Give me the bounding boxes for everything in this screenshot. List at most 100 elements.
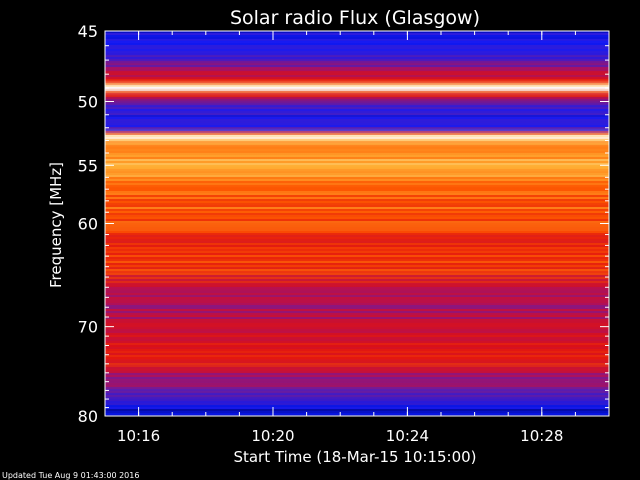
spectrogram-row bbox=[105, 149, 609, 151]
spectrogram-row bbox=[105, 201, 609, 203]
spectrogram-row bbox=[105, 101, 609, 103]
spectrogram-row bbox=[105, 413, 609, 415]
spectrogram-row bbox=[105, 119, 609, 121]
spectrogram-row bbox=[105, 407, 609, 409]
spectrogram-row bbox=[105, 281, 609, 283]
spectrogram-row bbox=[105, 405, 609, 407]
spectrogram-row bbox=[105, 121, 609, 123]
spectrogram-row bbox=[105, 253, 609, 255]
spectrogram-row bbox=[105, 207, 609, 209]
spectrogram-row bbox=[105, 159, 609, 161]
spectrogram-row bbox=[105, 377, 609, 379]
spectrogram-row bbox=[105, 343, 609, 345]
spectrogram-row bbox=[105, 309, 609, 311]
spectrogram-row bbox=[105, 235, 609, 237]
spectrogram-row bbox=[105, 229, 609, 231]
spectrogram-row bbox=[105, 39, 609, 41]
spectrogram-row bbox=[105, 151, 609, 153]
spectrogram-row bbox=[105, 41, 609, 43]
spectrogram-row bbox=[105, 67, 609, 69]
spectrogram-row bbox=[105, 93, 609, 95]
spectrogram-row bbox=[105, 187, 609, 189]
x-tick-label: 10:16 bbox=[117, 427, 160, 445]
spectrogram-row bbox=[105, 43, 609, 45]
spectrogram-row bbox=[105, 283, 609, 285]
spectrogram-row bbox=[105, 267, 609, 269]
spectrogram-row bbox=[105, 153, 609, 155]
spectrogram-row bbox=[105, 87, 609, 89]
spectrogram-row bbox=[105, 389, 609, 391]
plot-area bbox=[104, 30, 610, 417]
x-axis-label: Start Time (18-Mar-15 10:15:00) bbox=[233, 448, 476, 466]
spectrogram-row bbox=[105, 403, 609, 405]
spectrogram-row bbox=[105, 305, 609, 307]
spectrogram-row bbox=[105, 183, 609, 185]
spectrogram-row bbox=[105, 261, 609, 263]
spectrogram-row bbox=[105, 313, 609, 315]
spectrogram-row bbox=[105, 217, 609, 219]
spectrogram-row bbox=[105, 83, 609, 85]
spectrogram-row bbox=[105, 103, 609, 105]
spectrogram-row bbox=[105, 353, 609, 355]
spectrogram-row bbox=[105, 271, 609, 273]
spectrogram-row bbox=[105, 191, 609, 193]
spectrogram-row bbox=[105, 307, 609, 309]
spectrogram-row bbox=[105, 79, 609, 81]
spectrogram-row bbox=[105, 319, 609, 321]
spectrogram-row bbox=[105, 233, 609, 235]
spectrogram-row bbox=[105, 237, 609, 239]
spectrogram-row bbox=[105, 95, 609, 97]
spectrogram-row bbox=[105, 161, 609, 163]
spectrogram-row bbox=[105, 203, 609, 205]
spectrogram-row bbox=[105, 373, 609, 375]
spectrogram-row bbox=[105, 205, 609, 207]
spectrogram-row bbox=[105, 311, 609, 313]
spectrogram-row bbox=[105, 171, 609, 173]
spectrogram-row bbox=[105, 355, 609, 357]
spectrogram-row bbox=[105, 57, 609, 59]
spectrogram-row bbox=[105, 77, 609, 79]
spectrogram-row bbox=[105, 269, 609, 271]
spectrogram-row bbox=[105, 97, 609, 99]
spectrogram-row bbox=[105, 165, 609, 167]
spectrogram-row bbox=[105, 339, 609, 341]
spectrogram-row bbox=[105, 91, 609, 93]
spectrogram-row bbox=[105, 175, 609, 177]
spectrogram-row bbox=[105, 173, 609, 175]
spectrogram-row bbox=[105, 63, 609, 65]
spectrogram-row bbox=[105, 33, 609, 35]
spectrogram-row bbox=[105, 329, 609, 331]
spectrogram-row bbox=[105, 49, 609, 51]
updated-timestamp: Updated Tue Aug 9 01:43:00 2016 bbox=[2, 471, 139, 480]
spectrogram-row bbox=[105, 135, 609, 137]
spectrogram-row bbox=[105, 263, 609, 265]
spectrogram-row bbox=[105, 285, 609, 287]
spectrogram-row bbox=[105, 179, 609, 181]
spectrogram-row bbox=[105, 385, 609, 387]
spectrogram-row bbox=[105, 393, 609, 395]
spectrogram-row bbox=[105, 349, 609, 351]
spectrogram-row bbox=[105, 411, 609, 413]
spectrogram-row bbox=[105, 169, 609, 171]
spectrogram-row bbox=[105, 55, 609, 57]
spectrogram-row bbox=[105, 115, 609, 117]
x-tick-labels: 10:16 10:20 10:24 10:28 bbox=[117, 427, 563, 445]
spectrogram-row bbox=[105, 59, 609, 61]
spectrogram-row bbox=[105, 133, 609, 135]
spectrogram-row bbox=[105, 227, 609, 229]
spectrogram-row bbox=[105, 143, 609, 145]
spectrogram-row bbox=[105, 35, 609, 37]
frequency-stripes bbox=[105, 31, 609, 416]
spectrogram-row bbox=[105, 299, 609, 301]
spectrogram-row bbox=[105, 379, 609, 381]
spectrogram-row bbox=[105, 297, 609, 299]
spectrogram-row bbox=[105, 193, 609, 195]
spectrogram-row bbox=[105, 291, 609, 293]
y-tick-label: 60 bbox=[78, 215, 98, 234]
spectrogram-row bbox=[105, 369, 609, 371]
spectrogram-row bbox=[105, 37, 609, 39]
spectrogram-row bbox=[105, 131, 609, 133]
y-tick-label: 50 bbox=[78, 93, 98, 112]
spectrogram-row bbox=[105, 279, 609, 281]
y-tick-label: 80 bbox=[78, 407, 98, 426]
